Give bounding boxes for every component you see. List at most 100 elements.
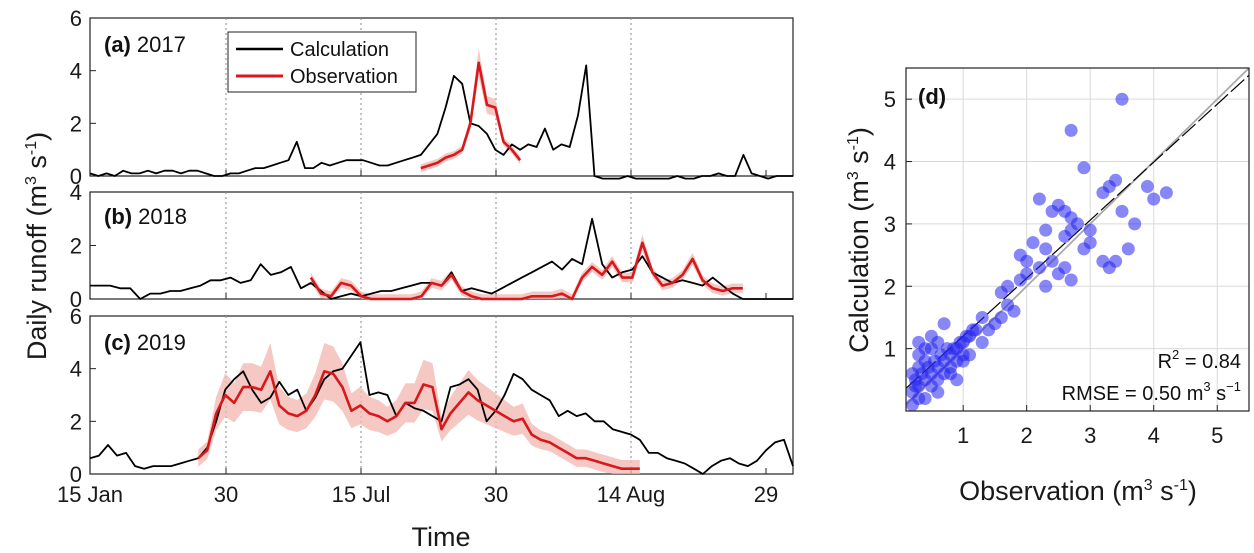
scatter-x-tick-label: 4 [1148, 423, 1160, 448]
panel-c-obs-band [198, 343, 640, 474]
y-tick-label: 6 [70, 6, 82, 31]
panel-b-tag: (b) 2018 [104, 204, 187, 229]
observation-line [309, 241, 743, 301]
legend-calc-label: Calculation [290, 39, 389, 61]
y-tick-label: 0 [70, 164, 82, 189]
legend: Calculation Observation [227, 31, 417, 93]
panel-d-tag: (d) [918, 84, 946, 109]
y-tick-label: 6 [70, 304, 82, 329]
scatter-point [1045, 204, 1059, 218]
scatter-point [1096, 186, 1110, 200]
scatter-point [975, 311, 989, 324]
scatter-point [975, 335, 989, 349]
scatter-point [1109, 173, 1123, 187]
scatter-x-tick-label: 3 [1084, 423, 1096, 448]
y-tick-label: 4 [70, 59, 82, 84]
scatter-y-tick-label: 4 [884, 150, 896, 175]
panel-a: 0 2 4 6 (a) 2017 Calculation Observation [70, 6, 794, 189]
calculation-line [89, 64, 793, 180]
y-tick-label: 2 [70, 111, 82, 136]
scatter-y-tick-label: 2 [884, 274, 896, 299]
scatter-y-tick-label: 1 [884, 337, 896, 362]
time-axis-ticks: 15 Jan 30 15 Jul 30 14 Aug 29 [57, 482, 778, 507]
scatter-point [1051, 267, 1065, 281]
scatter-point [944, 367, 957, 381]
scatter-point [1064, 123, 1078, 137]
scatter-x-tick-label: 1 [957, 423, 969, 448]
scatter-point [1064, 273, 1078, 287]
scatter-point [1039, 279, 1053, 293]
scatter-point [1083, 223, 1097, 237]
rmse-label: RMSE = 0.50 m3 s−1 [1062, 379, 1241, 405]
y-tick-label: 4 [70, 180, 82, 205]
panel-b-lines [90, 217, 793, 301]
y-tick-label: 2 [70, 234, 82, 259]
scatter-x-tick-label: 5 [1211, 423, 1223, 448]
y-tick-label: 0 [70, 287, 82, 312]
panel-a-frame [89, 17, 794, 177]
y-tick-label: 0 [70, 462, 82, 487]
scatter-point [909, 379, 922, 393]
panel-b-yticks: 0 2 4 [70, 180, 96, 312]
time-tick-label: 14 Aug [597, 482, 666, 507]
time-tick-label: 30 [484, 482, 508, 507]
panel-c-tag: (c) 2019 [104, 330, 186, 355]
scatter-point [1077, 161, 1091, 175]
scatter-point [1032, 261, 1046, 275]
scatter-point [912, 335, 926, 349]
scatter-point [956, 354, 970, 368]
panel-d: 1 2 3 4 5 1 2 3 4 5 (d) R2 = 0.84 RMSE = 0.50 m3 … [844, 67, 1250, 506]
daily-runoff-axis-label: Daily runoff (m3 s-1) [22, 132, 52, 360]
time-tick-label: 15 Jan [57, 482, 123, 507]
panel-d-ticks: 1 2 3 4 5 1 2 3 4 5 [884, 87, 1224, 448]
panel-c-frame [89, 315, 794, 475]
scatter-point [1096, 254, 1110, 268]
scatter-point [1128, 217, 1142, 231]
observation-line [197, 370, 640, 470]
scatter-point [1045, 254, 1059, 268]
scatter-point [1121, 242, 1135, 256]
scatter-x-tick-label: 2 [1021, 423, 1033, 448]
panel-c-lines [89, 341, 794, 475]
scatter-point [924, 329, 938, 343]
scatter-point [1039, 242, 1053, 256]
scatter-point [1115, 92, 1129, 106]
time-tick-label: 30 [214, 482, 238, 507]
scatter-y-tick-label: 3 [884, 212, 896, 237]
scatter-point [1007, 304, 1021, 318]
scatter-point [1083, 236, 1097, 250]
panel-b-obs-band [310, 234, 743, 299]
y-tick-label: 2 [70, 409, 82, 434]
legend-obs-label: Observation [290, 66, 398, 88]
scatter-point [1020, 267, 1034, 281]
calculation-axis-label: Calculation (m3 s-1) [844, 127, 874, 353]
panel-a-yticks: 0 2 4 6 [70, 6, 96, 189]
panel-d-grid [906, 68, 1249, 411]
scatter-point [1026, 236, 1040, 250]
time-tick-label: 29 [754, 482, 778, 507]
scatter-point [1039, 223, 1053, 237]
scatter-point [1001, 279, 1015, 293]
time-axis-label: Time [412, 522, 471, 552]
scatter-point [1159, 186, 1173, 200]
panel-a-tag: (a) 2017 [104, 32, 186, 57]
panel-b: 0 2 4 (b) 2018 [70, 180, 794, 312]
scatter-y-tick-label: 5 [884, 87, 896, 112]
scatter-point [982, 323, 996, 337]
panel-a-lines [89, 61, 793, 180]
scatter-point [937, 317, 951, 331]
scatter-point [966, 323, 980, 337]
scatter-point [1115, 204, 1129, 218]
scatter-point [1032, 192, 1046, 206]
scatter-point [1140, 180, 1154, 193]
panel-c-yticks: 0 2 4 6 [70, 304, 96, 487]
observation-line [420, 61, 522, 170]
scatter-point [1109, 254, 1123, 268]
observation-uncertainty-band [198, 343, 640, 474]
scatter-point [1064, 223, 1078, 237]
time-tick-label: 15 Jul [332, 482, 391, 507]
r-squared-label: R2 = 0.84 [1158, 347, 1241, 373]
scatter-point [918, 392, 932, 405]
panel-c: 0 2 4 6 (c) 2019 [70, 304, 794, 487]
